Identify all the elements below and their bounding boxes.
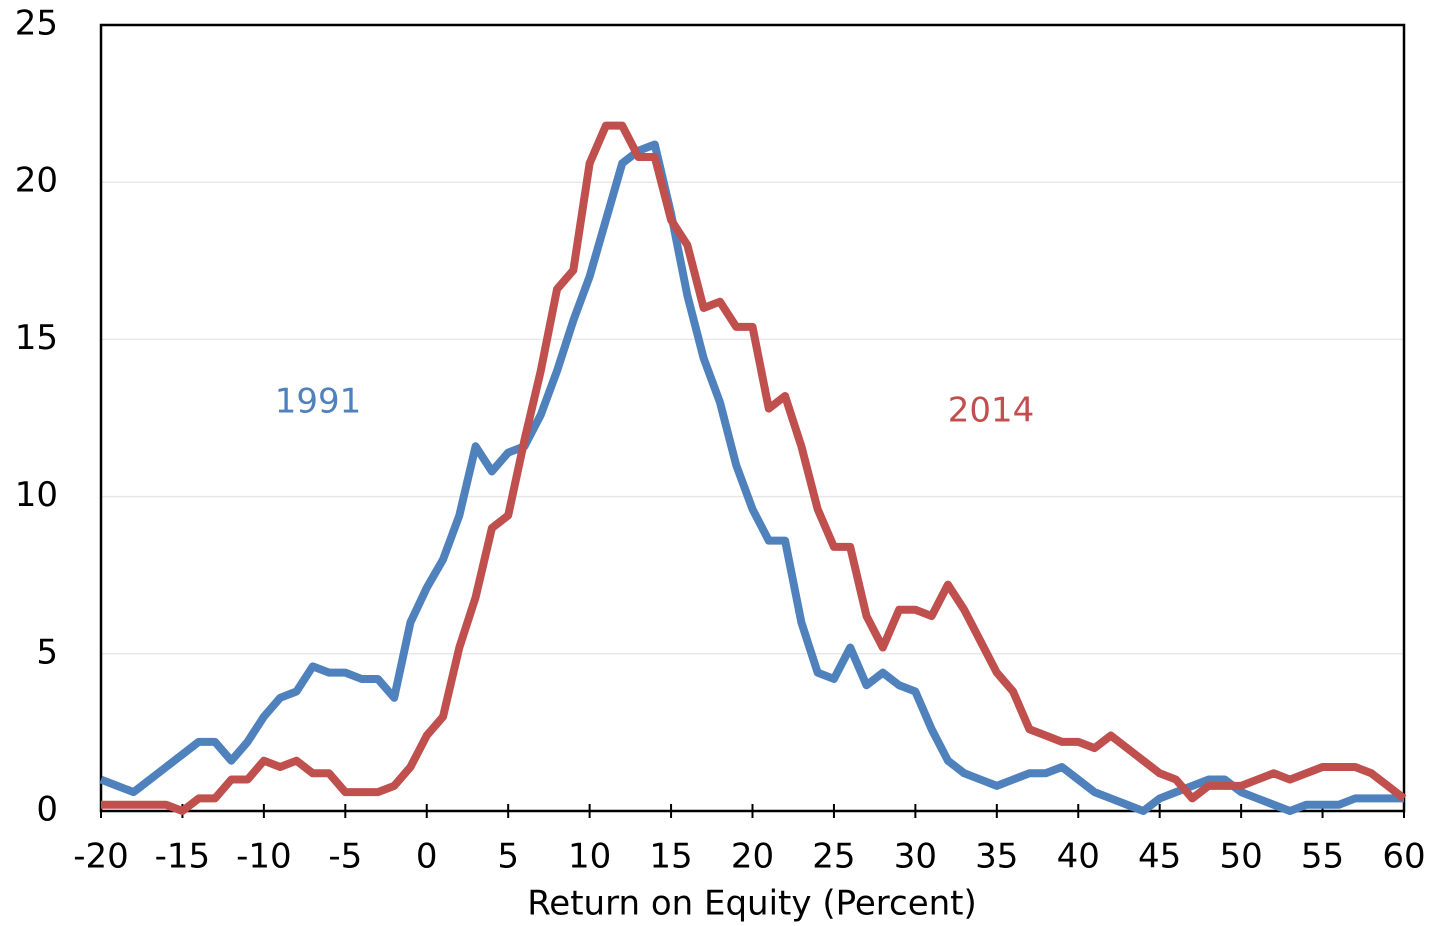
x-tick-label: -20	[73, 837, 129, 877]
x-tick-label: 40	[1057, 837, 1100, 877]
x-tick-label: 30	[894, 837, 937, 877]
y-tick-label: 15	[15, 318, 58, 358]
y-tick-label: 0	[36, 790, 58, 830]
x-axis-label: Return on Equity (Percent)	[527, 884, 977, 924]
x-tick-label: 5	[497, 837, 519, 877]
plot-border	[99, 23, 1406, 813]
x-tick-label: 45	[1138, 837, 1181, 877]
x-tick-label: 25	[812, 837, 855, 877]
x-tick-label: 55	[1301, 837, 1344, 877]
x-tick-label: -10	[236, 837, 292, 877]
x-tick-label: 10	[568, 837, 611, 877]
x-tick-label: 50	[1219, 837, 1262, 877]
series-line	[101, 121, 1407, 815]
x-tick-label: 20	[731, 837, 774, 877]
y-tick-label: 20	[15, 161, 58, 201]
x-tick-label: -5	[328, 837, 362, 877]
x-tick-label: 35	[975, 837, 1018, 877]
x-tick-label: -15	[155, 837, 211, 877]
series-line	[99, 140, 1404, 815]
x-tick-label: 60	[1382, 837, 1425, 877]
annotation: 1991	[275, 382, 362, 422]
x-tick-label: 15	[649, 837, 692, 877]
y-tick-label: 25	[15, 4, 58, 44]
annotation: 2014	[948, 391, 1035, 431]
y-tick-label: 10	[15, 475, 58, 515]
x-tick-label: 0	[416, 837, 438, 877]
y-tick-label: 5	[36, 632, 58, 672]
